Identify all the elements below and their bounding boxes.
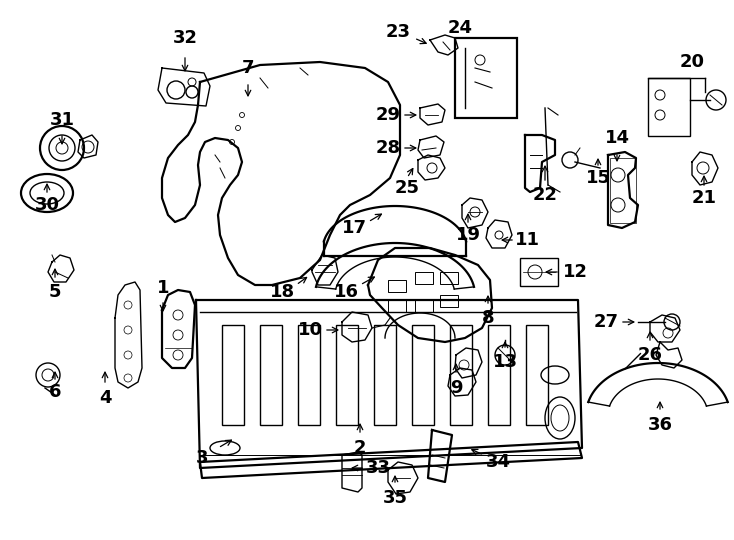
Text: 30: 30 — [34, 196, 59, 214]
Text: 23: 23 — [385, 23, 410, 41]
Text: 6: 6 — [48, 383, 61, 401]
Text: 17: 17 — [341, 219, 366, 237]
Text: 13: 13 — [493, 353, 517, 371]
Text: 7: 7 — [241, 59, 254, 77]
Text: 4: 4 — [99, 389, 112, 407]
Text: 31: 31 — [49, 111, 74, 129]
Text: 36: 36 — [647, 416, 672, 434]
Text: 28: 28 — [375, 139, 401, 157]
Text: 33: 33 — [366, 459, 390, 477]
Text: 29: 29 — [376, 106, 401, 124]
Text: 3: 3 — [196, 449, 208, 467]
Text: 11: 11 — [515, 231, 539, 249]
Text: 5: 5 — [48, 283, 61, 301]
Text: 1: 1 — [157, 279, 170, 297]
Text: 26: 26 — [638, 346, 663, 364]
Text: 25: 25 — [394, 179, 420, 197]
Text: 12: 12 — [562, 263, 587, 281]
Text: 20: 20 — [680, 53, 705, 71]
Text: 2: 2 — [354, 439, 366, 457]
Text: 19: 19 — [456, 226, 481, 244]
Text: 27: 27 — [594, 313, 619, 331]
Text: 14: 14 — [605, 129, 630, 147]
Text: 34: 34 — [485, 453, 511, 471]
Text: 32: 32 — [172, 29, 197, 47]
Text: 35: 35 — [382, 489, 407, 507]
Text: 8: 8 — [482, 309, 494, 327]
Text: 16: 16 — [333, 283, 358, 301]
Text: 22: 22 — [532, 186, 558, 204]
Text: 9: 9 — [450, 379, 462, 397]
Text: 21: 21 — [691, 189, 716, 207]
Text: 24: 24 — [448, 19, 473, 37]
Text: 15: 15 — [586, 169, 611, 187]
Text: 18: 18 — [269, 283, 294, 301]
Text: 10: 10 — [297, 321, 322, 339]
